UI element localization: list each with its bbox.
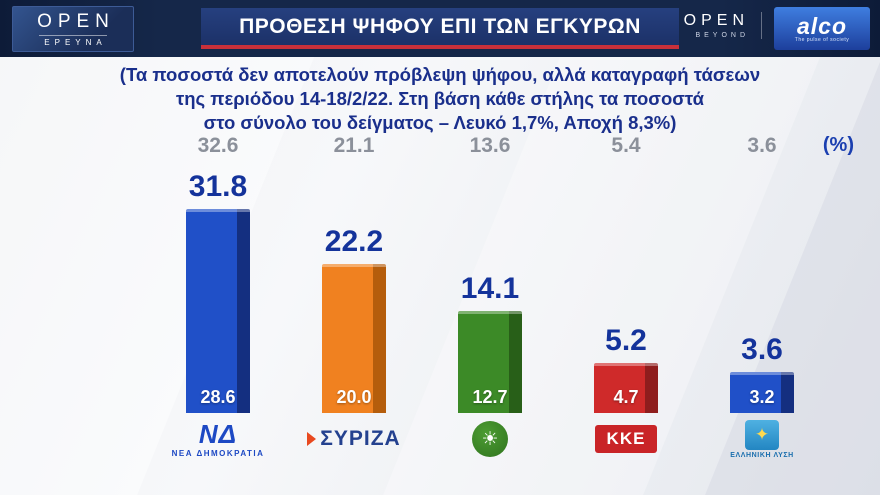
disclaimer-text: (Τα ποσοστά δεν αποτελούν πρόβλεψη ψήφου… <box>0 63 880 135</box>
bar-syriza: 20.0 <box>322 264 386 413</box>
bar-chart: 31.8 28.6 ΝΔ ΝΕΑ ΔΗΜΟΚΡΑΤΙΑ 22.2 20.0 ΣΥ… <box>150 160 830 465</box>
gray-value-kke: 5.4 <box>611 134 641 157</box>
kke-logo: ΚΚΕ <box>594 413 658 465</box>
alco-logo: alco The pulse of society <box>774 7 870 50</box>
alco-tagline: The pulse of society <box>794 36 850 43</box>
disclaimer-line2: της περιόδου 14-18/2/22. Στη βάση κάθε σ… <box>175 88 705 109</box>
compass-star-icon: ✦ <box>745 419 779 450</box>
bar-nd: 28.6 <box>186 209 250 413</box>
chart-title: ΠΡΟΘΕΣΗ ΨΗΦΟΥ ΕΠΙ ΤΩΝ ΕΓΚΥΡΩΝ <box>201 8 679 49</box>
main-value-syriza: 22.2 <box>324 225 384 258</box>
header-bar: OPEN ΕΡΕΥΝΑ ΠΡΟΘΕΣΗ ΨΗΦΟΥ ΕΠΙ ΤΩΝ ΕΓΚΥΡΩ… <box>0 0 880 57</box>
percent-unit-label: (%) <box>822 134 854 156</box>
base-value-kke: 4.7 <box>613 387 639 407</box>
party-column-pasok: 14.1 12.7 ☀ <box>422 160 558 465</box>
main-value-kke: 5.2 <box>605 324 647 357</box>
gray-percent-row: 32.6 21.1 13.6 5.4 3.6 <box>150 134 830 158</box>
syriza-logo-text: ΣΥΡΙΖΑ <box>320 427 401 450</box>
kke-logo-text: ΚΚΕ <box>594 425 658 453</box>
elliniki-lysi-logo-text: ΕΛΛΗΝΙΚΗ ΛΥΣΗ <box>730 451 794 459</box>
disclaimer-line3: στο σύνολο του δείγματος – Λευκό 1,7%, Α… <box>203 112 677 133</box>
party-column-syriza: 22.2 20.0 ΣΥΡΙΖΑ <box>286 160 422 465</box>
party-column-elliniki-lysi: 3.6 3.2 ✦ ΕΛΛΗΝΙΚΗ ΛΥΣΗ <box>694 160 830 465</box>
bar-elliniki-lysi: 3.2 <box>730 372 794 413</box>
ereyna-logo-text: ΕΡΕΥΝΑ <box>39 35 107 47</box>
base-value-pasok: 12.7 <box>472 387 508 407</box>
party-column-kke: 5.2 4.7 ΚΚΕ <box>558 160 694 465</box>
nd-logo-subtext: ΝΕΑ ΔΗΜΟΚΡΑΤΙΑ <box>171 448 265 458</box>
nd-logo: ΝΔ ΝΕΑ ΔΗΜΟΚΡΑΤΙΑ <box>172 413 265 465</box>
base-value-syriza: 20.0 <box>336 387 372 407</box>
syriza-logo: ΣΥΡΙΖΑ <box>307 413 400 465</box>
syriza-logo-icon <box>307 432 317 446</box>
pasok-logo: ☀ <box>472 413 508 465</box>
bar-kke: 4.7 <box>594 363 658 413</box>
gray-value-syriza: 21.1 <box>333 134 375 157</box>
bar-pasok: 12.7 <box>458 311 522 413</box>
gray-value-pasok: 13.6 <box>469 134 511 157</box>
base-value-nd: 28.6 <box>200 387 236 407</box>
party-column-nd: 31.8 28.6 ΝΔ ΝΕΑ ΔΗΜΟΚΡΑΤΙΑ <box>150 160 286 465</box>
pasok-sun-icon: ☀ <box>472 421 508 457</box>
elliniki-lysi-logo: ✦ ΕΛΛΗΝΙΚΗ ΛΥΣΗ <box>730 413 794 465</box>
open-beyond-line1: OPEN <box>683 12 749 29</box>
open-beyond-logo: OPEN BEYOND <box>684 12 762 39</box>
main-value-el: 3.6 <box>741 333 783 366</box>
main-value-nd: 31.8 <box>188 170 248 203</box>
alco-logo-text: alco <box>796 12 848 39</box>
nd-logo-text: ΝΔ <box>198 418 238 449</box>
base-value-el: 3.2 <box>749 387 775 407</box>
open-logo-text: OPEN <box>37 11 115 32</box>
open-ereyna-logo: OPEN ΕΡΕΥΝΑ <box>12 6 134 52</box>
disclaimer-line1: (Τα ποσοστά δεν αποτελούν πρόβλεψη ψήφου… <box>119 64 761 85</box>
gray-value-el: 3.6 <box>747 134 777 157</box>
gray-value-nd: 32.6 <box>197 134 239 157</box>
open-beyond-line2: BEYOND <box>695 32 749 39</box>
main-value-pasok: 14.1 <box>460 272 520 305</box>
